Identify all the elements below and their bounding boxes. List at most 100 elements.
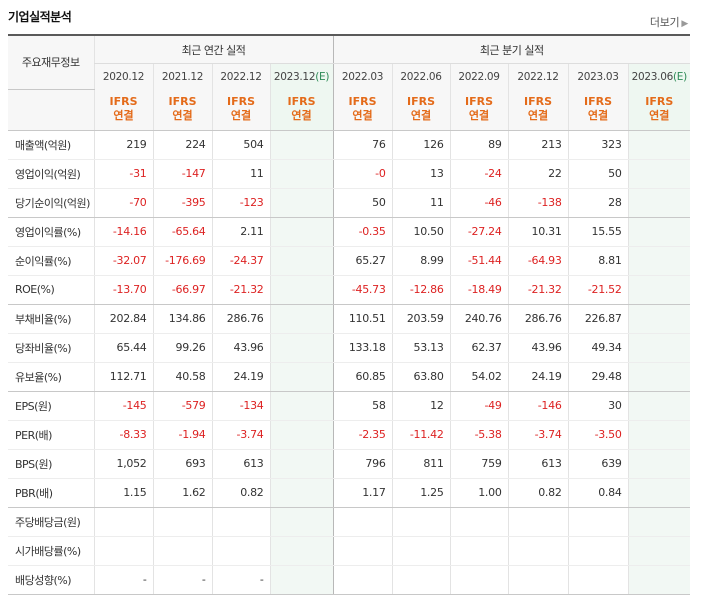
table-row: 당좌비율(%) 65.44 99.26 43.96 133.18 53.13 62.37 43…	[8, 333, 691, 363]
value-cell: -123	[211, 188, 270, 218]
basis-standard: IFRS	[348, 95, 377, 109]
value-cell: -45.73	[332, 275, 393, 305]
value-cell	[269, 536, 334, 566]
value-cell: -12.86	[391, 275, 451, 305]
quarter-group-header: 최근 분기 실적	[332, 34, 691, 64]
period-header: 2023.12(E)	[269, 63, 334, 89]
value-cell	[269, 362, 334, 392]
basis-standard: IFRS	[407, 95, 436, 109]
value-cell: 24.19	[507, 362, 569, 392]
table-row: 순이익률(%) -32.07 -176.69 -24.37 65.27 8.99 -51.4…	[8, 246, 691, 276]
value-cell: 1.17	[332, 478, 393, 508]
basis-scope: 연결	[230, 109, 252, 123]
table-row: 매출액(억원) 219 224 504 76 126 89 213 323	[8, 130, 691, 160]
value-cell: 286.76	[507, 304, 569, 334]
value-cell: -21.32	[211, 275, 270, 305]
corner-header: 주요재무정보	[8, 34, 94, 90]
period-header: 2021.12	[152, 63, 212, 89]
value-cell	[391, 536, 451, 566]
period-date: 2022.03	[341, 70, 384, 83]
row-label: 당기순이익(억원)	[8, 188, 94, 218]
period-header: 2022.06	[391, 63, 451, 89]
more-link[interactable]: 더보기 ▶	[650, 14, 688, 30]
value-cell: 1.00	[449, 478, 509, 508]
value-cell: 24.19	[211, 362, 270, 392]
value-cell	[449, 565, 509, 595]
value-cell	[269, 478, 334, 508]
table-row: 유보율(%) 112.71 40.58 24.19 60.85 63.80 54.02 24.…	[8, 362, 691, 392]
period-date: 2020.12	[102, 70, 145, 83]
basis-standard: IFRS	[109, 95, 138, 109]
estimate-marker: (E)	[315, 70, 330, 83]
value-cell: 613	[211, 449, 270, 479]
value-cell: 796	[332, 449, 393, 479]
value-cell: 43.96	[507, 333, 569, 363]
value-cell: 54.02	[449, 362, 509, 392]
value-cell: 240.76	[449, 304, 509, 334]
value-cell: 30	[567, 391, 629, 421]
period-header: 2022.03	[332, 63, 393, 89]
value-cell: 28	[567, 188, 629, 218]
value-cell	[211, 507, 270, 537]
value-cell	[391, 565, 451, 595]
value-cell	[269, 507, 334, 537]
table-row: 부채비율(%) 202.84 134.86 286.76 110.51 203.59 240…	[8, 304, 691, 334]
value-cell	[627, 420, 691, 450]
basis-standard: IFRS	[227, 95, 255, 109]
value-cell	[93, 507, 153, 537]
row-label: 당좌비율(%)	[8, 333, 94, 363]
chevron-right-icon: ▶	[681, 19, 688, 29]
value-cell	[269, 333, 334, 363]
value-cell: 65.27	[332, 246, 393, 276]
value-cell	[269, 246, 334, 276]
value-cell: 2.11	[211, 217, 270, 247]
value-cell: 11	[391, 188, 451, 218]
value-cell: 99.26	[152, 333, 212, 363]
estimate-marker: (E)	[672, 70, 687, 83]
basis-standard: IFRS	[645, 95, 674, 109]
basis-standard: IFRS	[584, 95, 613, 109]
value-cell: 53.13	[391, 333, 451, 363]
basis-scope: 연결	[172, 109, 193, 123]
basis-header: IFRS 연결	[211, 89, 270, 131]
basis-header: IFRS 연결	[627, 89, 691, 131]
value-cell: 12	[391, 391, 451, 421]
value-cell	[627, 507, 691, 537]
table-row: ROE(%) -13.70 -66.97 -21.32 -45.73 -12.86 -18.…	[8, 275, 691, 305]
value-cell: 15.55	[567, 217, 629, 247]
basis-scope: 연결	[352, 109, 373, 123]
value-cell: 76	[332, 130, 393, 160]
row-label: 순이익률(%)	[8, 246, 94, 276]
period-date: 2023.12	[273, 70, 316, 83]
value-cell: 202.84	[93, 304, 153, 334]
basis-header: IFRS 연결	[507, 89, 569, 131]
value-cell: -14.16	[93, 217, 153, 247]
period-date: 2022.09	[458, 70, 500, 83]
value-cell	[391, 507, 451, 537]
value-cell: 613	[507, 449, 569, 479]
value-cell	[152, 507, 212, 537]
value-cell: 110.51	[332, 304, 393, 334]
value-cell	[627, 217, 691, 247]
period-date: 2022.12	[220, 70, 262, 83]
value-cell: 49.34	[567, 333, 629, 363]
value-cell	[93, 536, 153, 566]
basis-header: IFRS 연결	[567, 89, 629, 131]
more-label: 더보기	[649, 16, 680, 29]
basis-scope: 연결	[527, 109, 549, 123]
value-cell: -66.97	[152, 275, 212, 305]
row-label: 매출액(억원)	[8, 130, 94, 160]
value-cell: 126	[391, 130, 451, 160]
period-header: 2023.03	[567, 63, 629, 89]
table-row: 영업이익률(%) -14.16 -65.64 2.11 -0.35 10.50 -27.24…	[8, 217, 691, 247]
financial-table: 주요재무정보 최근 연간 실적 최근 분기 실적 2020.12 2021.12 2…	[8, 34, 691, 595]
period-header: 2023.06(E)	[627, 63, 691, 89]
table-row: EPS(원) -145 -579 -134 58 12 -49 -146 30	[8, 391, 691, 421]
basis-scope: 연결	[113, 109, 134, 123]
basis-header: IFRS 연결	[152, 89, 212, 131]
value-cell: 112.71	[93, 362, 153, 392]
basis-header: IFRS 연결	[332, 89, 393, 131]
value-cell: -579	[152, 391, 212, 421]
value-cell: -147	[152, 159, 212, 189]
value-cell	[269, 304, 334, 334]
